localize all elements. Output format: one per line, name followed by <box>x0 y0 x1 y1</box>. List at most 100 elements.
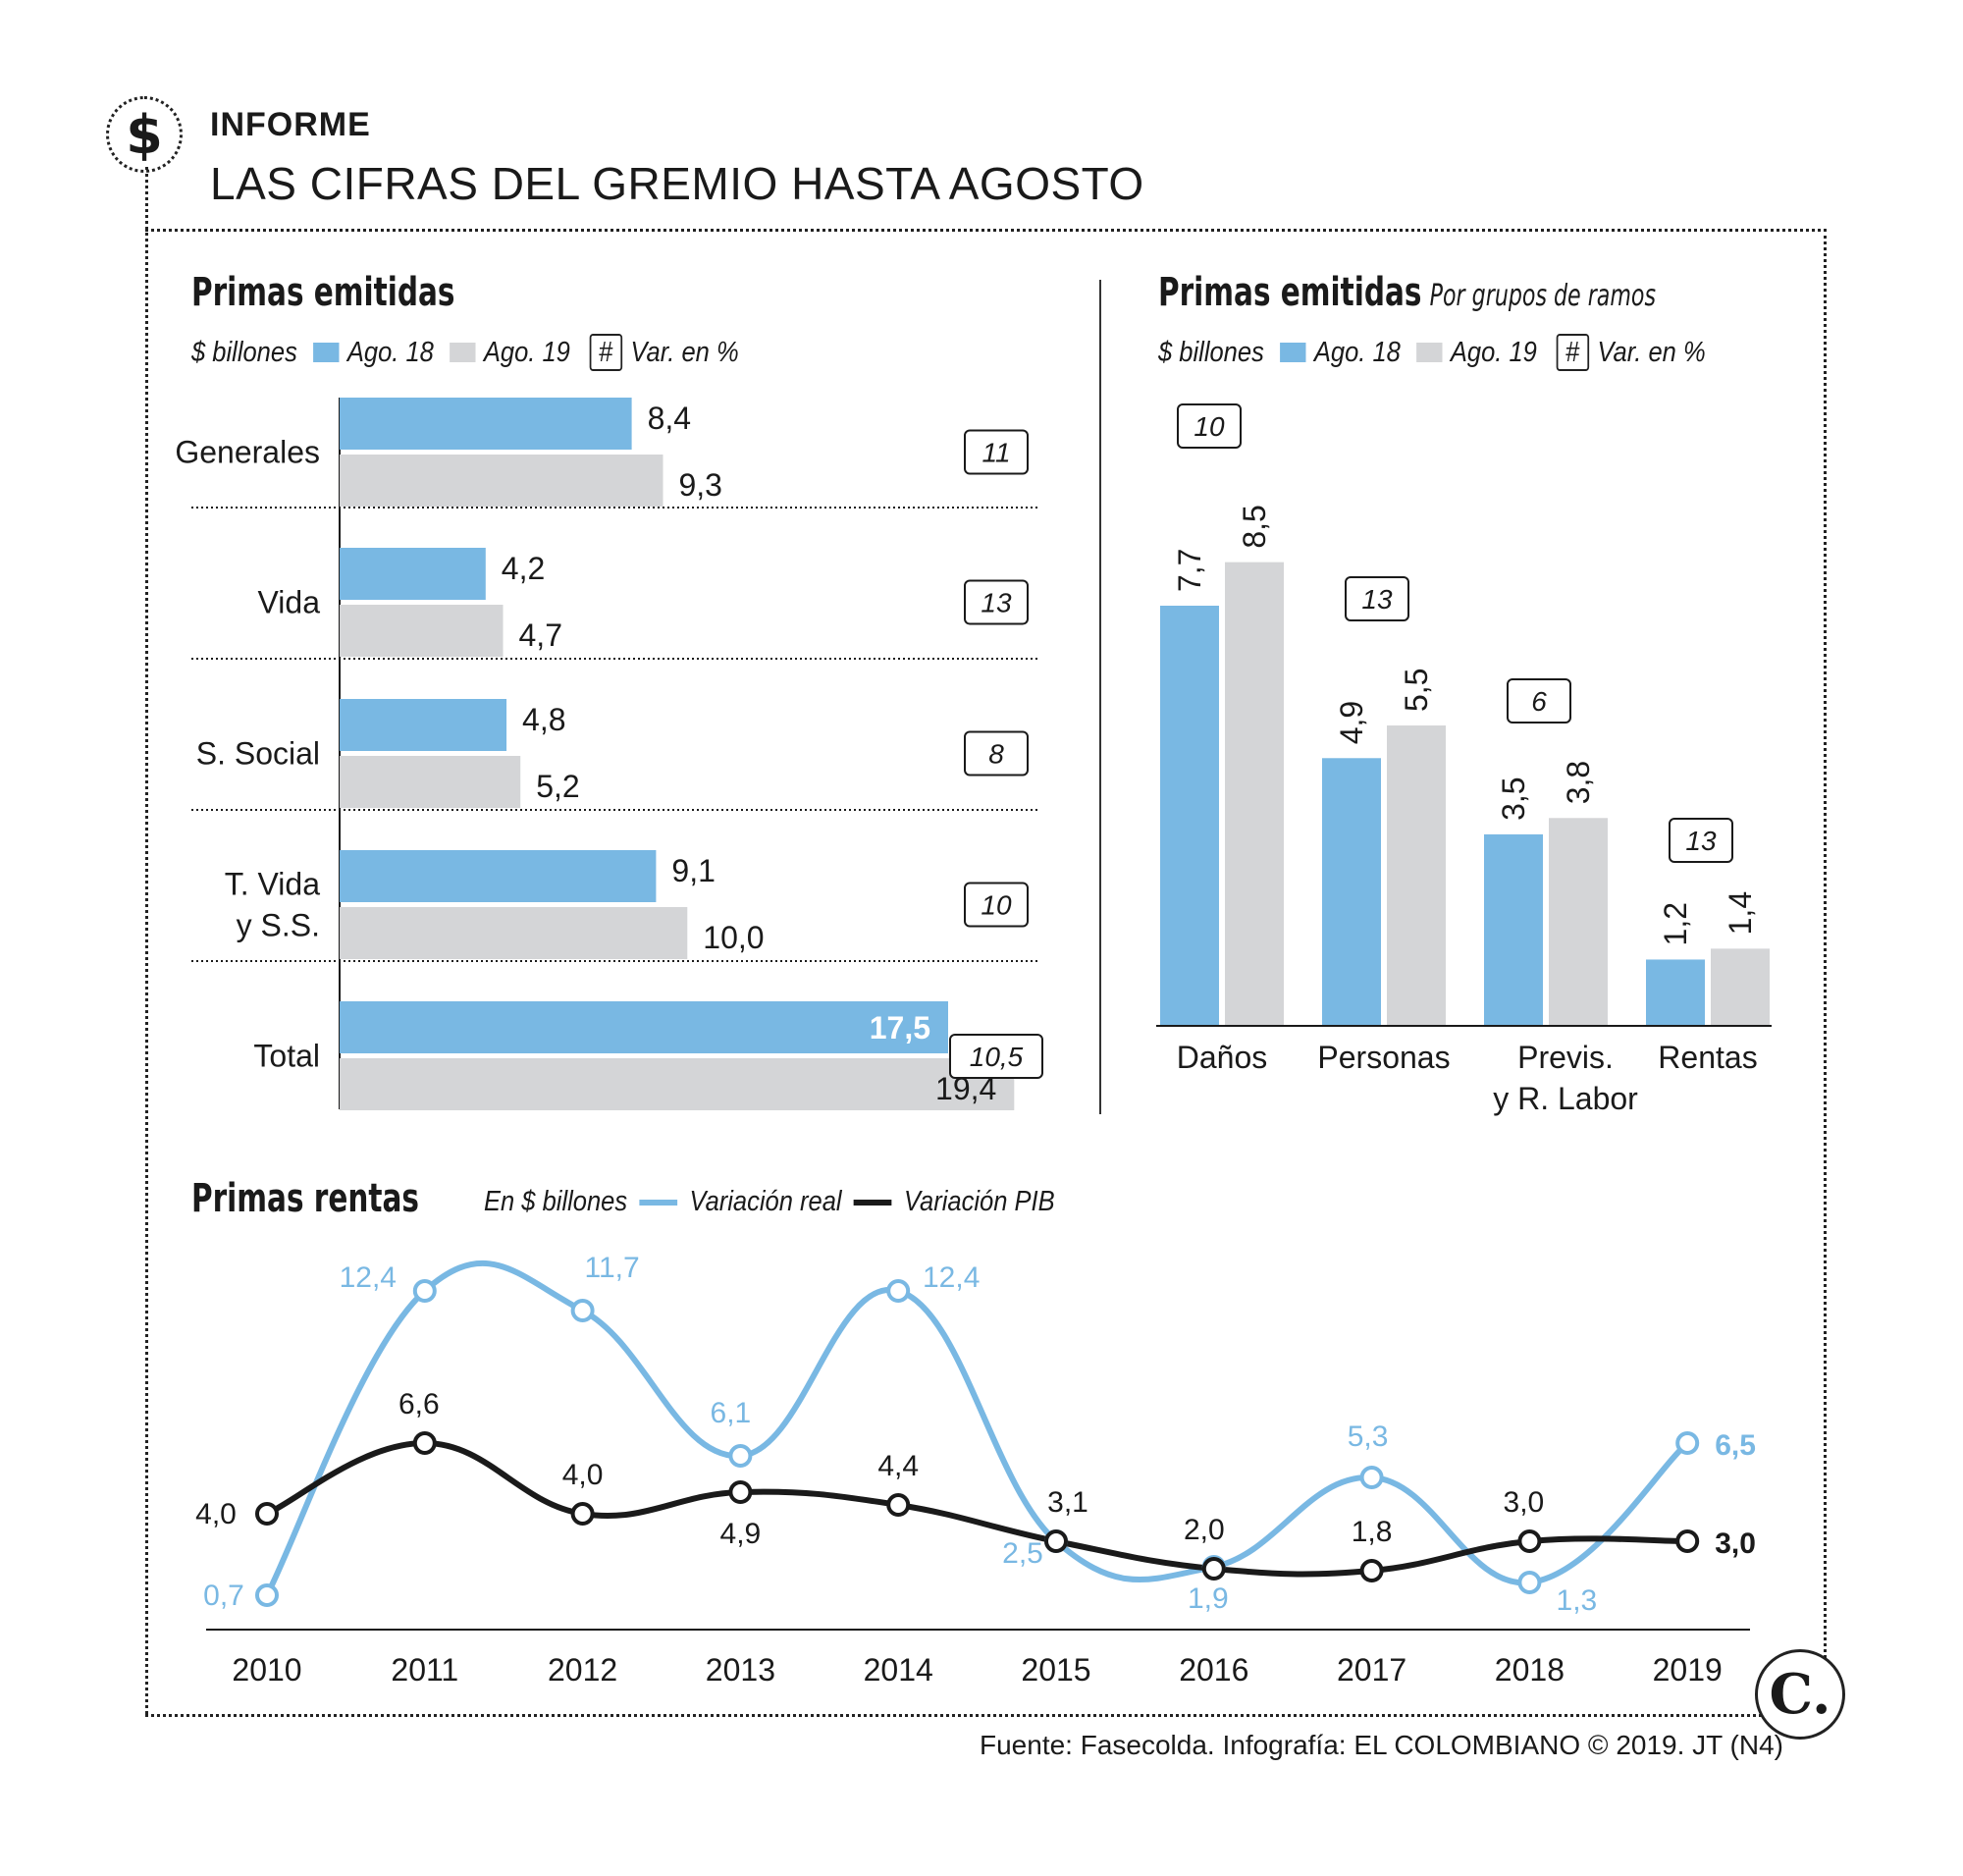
hbar-category-label: y S.S. <box>237 908 320 943</box>
label-pib: 2,0 <box>1184 1514 1225 1546</box>
source-note: Fuente: Fasecolda. Infografía: EL COLOMB… <box>980 1730 1783 1760</box>
point-pib <box>1359 1559 1384 1582</box>
point-pib <box>728 1480 753 1504</box>
label-pib: 3,0 <box>1715 1528 1756 1560</box>
chart3-title: Primas rentas <box>191 1176 419 1221</box>
line-x-tick: 2010 <box>232 1652 301 1688</box>
hbar-variation-box <box>964 429 1029 475</box>
chart3-legend: En $ billones Variación real Variación P… <box>484 1186 1055 1218</box>
hbar-ago19 <box>340 455 663 507</box>
vbar-variation: 13 <box>1685 826 1717 856</box>
label-real: 2,5 <box>1002 1537 1043 1570</box>
legend-unit-rentas: En $ billones <box>484 1186 628 1217</box>
legend-ago18: Ago. 18 <box>346 336 434 368</box>
hbar-label-ago19: 4,7 <box>519 617 562 653</box>
kicker: INFORME <box>210 106 371 143</box>
line-pib <box>265 1439 1688 1578</box>
vbar-category-label: y R. Labor <box>1493 1081 1638 1116</box>
dollar-icon: $ <box>106 96 183 173</box>
legend-unit: $ billones <box>191 336 297 368</box>
hbar-ago19 <box>340 756 521 808</box>
line-x-tick: 2012 <box>548 1652 617 1688</box>
hbar-category-label: Total <box>253 1039 320 1074</box>
hbar-label-ago19: 9,3 <box>678 467 721 503</box>
line-x-tick: 2016 <box>1179 1652 1248 1688</box>
hbar-category-label: Generales <box>175 435 320 470</box>
hbar-ago18 <box>340 850 657 902</box>
point-pib <box>1044 1529 1068 1553</box>
point-real <box>412 1279 437 1303</box>
hbar-variation-box <box>949 1034 1043 1079</box>
label-real: 12,4 <box>340 1261 397 1294</box>
label-pib: 6,6 <box>398 1388 440 1420</box>
label-pib: 1,8 <box>1352 1516 1393 1548</box>
vbar-label-ago19: 8,5 <box>1237 505 1272 548</box>
vbar-variation: 6 <box>1531 686 1547 717</box>
hbar-category-label: Vida <box>258 585 321 620</box>
hbar-variation: 13 <box>981 588 1012 618</box>
vbar-ago19 <box>1549 818 1608 1025</box>
vbar-ago19 <box>1387 725 1446 1025</box>
line-x-tick: 2017 <box>1337 1652 1406 1688</box>
legend-hash-box: # <box>589 334 622 371</box>
label-real: 12,4 <box>923 1261 980 1294</box>
point-pib <box>1201 1557 1226 1581</box>
vbar-ago19 <box>1225 562 1284 1025</box>
point-real <box>1675 1431 1700 1455</box>
point-real <box>728 1444 753 1468</box>
legend-swatch-ago18 <box>312 343 340 362</box>
hbar-ago19 <box>340 1058 1015 1110</box>
hbar-label-ago18: 8,4 <box>648 401 691 436</box>
line-x-tick: 2014 <box>864 1652 933 1688</box>
point-real <box>570 1299 595 1322</box>
line-x-tick: 2013 <box>706 1652 775 1688</box>
legend-swatch-ago19 <box>449 343 476 362</box>
point-pib <box>255 1502 279 1526</box>
vbar-label-ago19: 3,8 <box>1561 761 1596 804</box>
legend-pib: Variación PIB <box>903 1186 1055 1217</box>
point-real <box>255 1583 279 1607</box>
label-pib: 4,0 <box>562 1459 604 1491</box>
label-real: 5,3 <box>1348 1420 1389 1453</box>
label-real: 11,7 <box>585 1252 640 1284</box>
point-pib <box>570 1502 595 1526</box>
vbar-category-label: Previs. <box>1517 1040 1614 1075</box>
hbar-variation-box <box>964 882 1029 928</box>
chart2-title: Primas emitidas <box>1158 270 1422 315</box>
vbar-category-label: Rentas <box>1658 1040 1757 1075</box>
hbar-variation: 8 <box>988 739 1004 770</box>
hbar-variation: 10 <box>981 890 1012 921</box>
vbar-category-label: Personas <box>1317 1040 1450 1075</box>
point-real <box>886 1279 911 1303</box>
frame-left-border <box>145 167 148 1714</box>
hbar-label-ago18: 17,5 <box>870 1010 930 1045</box>
label-pib: 3,0 <box>1504 1486 1545 1519</box>
label-real: 0,7 <box>203 1580 244 1612</box>
line-x-tick: 2015 <box>1021 1652 1090 1688</box>
vbar-label-ago19: 1,4 <box>1723 891 1758 935</box>
line-x-tick: 2011 <box>391 1652 458 1688</box>
hbar-label-ago18: 4,2 <box>502 551 545 586</box>
hbar-ago19 <box>340 605 504 657</box>
chart2-legend: $ billones Ago. 18 Ago. 19 # Var. en % <box>1158 334 1706 371</box>
hbar-ago18 <box>340 398 632 450</box>
label-pib: 4,0 <box>195 1498 237 1530</box>
vbar-variation-box <box>1507 678 1571 724</box>
hbar-variation: 10,5 <box>970 1042 1024 1072</box>
legend-ago18: Ago. 18 <box>1313 336 1401 368</box>
legend-hash-box: # <box>1556 334 1589 371</box>
legend-swatch-ago19 <box>1415 343 1443 362</box>
vbar-variation: 13 <box>1361 584 1393 615</box>
hbar-variation-box <box>964 579 1029 625</box>
legend-var: Var. en % <box>630 336 739 368</box>
hbar-category-label: T. Vida <box>225 867 320 902</box>
vbar-ago18 <box>1646 959 1705 1025</box>
hbar-label-ago18: 4,8 <box>522 702 565 737</box>
point-pib <box>412 1431 437 1455</box>
label-real: 1,9 <box>1188 1582 1229 1615</box>
line-x-tick: 2019 <box>1653 1652 1723 1688</box>
legend-real: Variación real <box>689 1186 842 1217</box>
vbar-label-ago18: 3,5 <box>1496 777 1531 820</box>
vbar-ago18 <box>1484 833 1543 1025</box>
